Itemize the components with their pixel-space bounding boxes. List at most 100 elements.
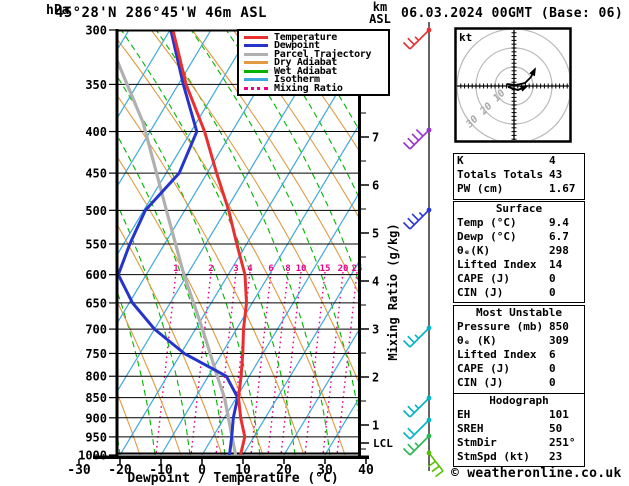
table-row-value: 298 [549, 244, 569, 257]
indices-table-hodograph: Hodograph EH 101 SREH 50 StmDir 251° StmSpd (kt… [453, 393, 585, 467]
table-row: θₑ(K) 298 [454, 244, 584, 258]
wind-barb [402, 417, 432, 440]
mixing-ratio-label: 4 [247, 264, 253, 274]
isotherm-line [242, 257, 361, 455]
legend-item: Isotherm [239, 74, 388, 85]
pressure-tick-label: 1000 [78, 449, 107, 463]
dry-adiabat-line [118, 95, 305, 455]
legend-item: Dewpoint [239, 40, 388, 51]
km-tick-label: 6 [372, 179, 379, 193]
table-row-value: 14 [549, 258, 563, 271]
table-row-label: θₑ (K) [457, 334, 497, 347]
table-row-value: 309 [549, 334, 569, 347]
mixing-ratio-label: 15 [320, 264, 331, 274]
wind-barb [426, 450, 444, 478]
isotherm-line [118, 30, 253, 255]
sounding-profiles [118, 30, 248, 455]
table-row-value: 850 [549, 320, 569, 333]
table-row-value: 9.4 [549, 216, 569, 229]
legend-color-swatch [244, 52, 268, 56]
isotherm-line [118, 30, 171, 118]
altitude-axis-unit-label: km ASL [364, 1, 396, 25]
wind-barb [402, 207, 432, 230]
table-row-value: 6.7 [549, 230, 569, 243]
pressure-axis-unit-label: hPa [46, 3, 70, 18]
wet-adiabat-line [0, 30, 85, 455]
km-tick-label: 4 [372, 275, 379, 289]
isotherm-line [160, 120, 361, 455]
table-row: PW (cm) 1.67 [454, 182, 584, 196]
legend-label: Dry Adiabat [274, 57, 337, 68]
wet-adiabat-line [118, 76, 261, 455]
temperature-tick-label: -20 [108, 463, 132, 478]
temperature-tick-label: 20 [276, 463, 292, 478]
lcl-label: LCL [373, 437, 393, 450]
wet-adiabat-line [118, 204, 191, 455]
wind-barb [402, 395, 432, 418]
table-title: Most Unstable [475, 306, 563, 319]
legend-item: Parcel Trajectory [239, 48, 388, 60]
table-row: CAPE (J) 0 [454, 362, 584, 376]
dewpoint-curve [118, 30, 240, 455]
table-row-label: Dewp (°C) [457, 230, 517, 243]
isotherm-line [118, 30, 212, 187]
wind-barb [402, 325, 432, 348]
table-row-label: K [457, 154, 464, 167]
table-row-label: θₑ(K) [457, 244, 491, 257]
dry-adiabat-line [118, 394, 141, 455]
dry-adiabat-line [118, 157, 264, 455]
km-tick-label: 2 [372, 371, 379, 385]
isotherm-line [118, 30, 130, 50]
wind-barb-column [402, 22, 444, 478]
table-row-label: CIN (J) [457, 376, 504, 389]
wet-adiabat-line [225, 30, 361, 290]
pressure-tick-label: 550 [85, 237, 107, 251]
legend-label: Parcel Trajectory [274, 48, 372, 60]
isotherm-line [118, 30, 335, 392]
legend-item: Dry Adiabat [239, 57, 388, 68]
table-row-label: CAPE (J) [457, 272, 510, 285]
table-row-value: 101 [549, 408, 569, 421]
legend-color-swatch [244, 44, 268, 47]
legend-color-swatch [244, 61, 268, 64]
table-row: SREH 50 [454, 422, 584, 436]
indices-table-most-unstable: Most Unstable Pressure (mb) 850 θₑ (K) 309 Li… [453, 305, 585, 394]
temperature-tick-label: 40 [358, 463, 374, 478]
legend-item: Mixing Ratio [239, 83, 388, 94]
temperature-tick-label: 10 [235, 463, 251, 478]
wet-adiabat-line [120, 30, 296, 455]
legend-item: Temperature [239, 32, 388, 43]
table-row: StmSpd (kt) 23 [454, 450, 584, 464]
table-row-label: EH [457, 408, 471, 421]
table-row-label: Lifted Index [457, 348, 537, 361]
table-row-label: CIN (J) [457, 286, 504, 299]
pressure-tick-label: 800 [85, 370, 107, 384]
legend-box: Temperature Dewpoint Parcel Trajectory Dry … [237, 29, 390, 96]
hodograph-frame [454, 27, 572, 143]
pressure-tick-label: 650 [85, 296, 107, 310]
table-row-label: Totals Totals [457, 168, 544, 181]
table-row-value: 4 [549, 154, 556, 167]
table-row-value: 251° [549, 436, 576, 449]
skewt-background-lines [0, 30, 361, 455]
wind-barb [402, 433, 432, 456]
table-row-value: 50 [549, 422, 563, 435]
table-row-label: Lifted Index [457, 258, 537, 271]
indices-table-general: K 4 Totals Totals 43 PW (cm) 1.67 [453, 153, 585, 200]
mixing-ratio-label: 6 [268, 264, 273, 274]
table-row-value: 0 [549, 286, 556, 299]
table-row: Lifted Index 14 [454, 258, 584, 272]
legend-color-swatch [244, 69, 268, 73]
legend-color-swatch [244, 86, 268, 90]
parcel-trajectory-curve [118, 58, 238, 455]
isotherm-line [283, 325, 361, 455]
copyright-label: © weatheronline.co.uk [451, 466, 622, 481]
temperature-tick-label: 30 [317, 463, 333, 478]
table-row: Temp (°C) 9.4 [454, 216, 584, 230]
dry-adiabat-line [273, 30, 361, 155]
pressure-tick-label: 500 [85, 204, 107, 218]
altitude-unit-km: km [372, 0, 388, 14]
pressure-tick-label: 700 [85, 323, 107, 337]
